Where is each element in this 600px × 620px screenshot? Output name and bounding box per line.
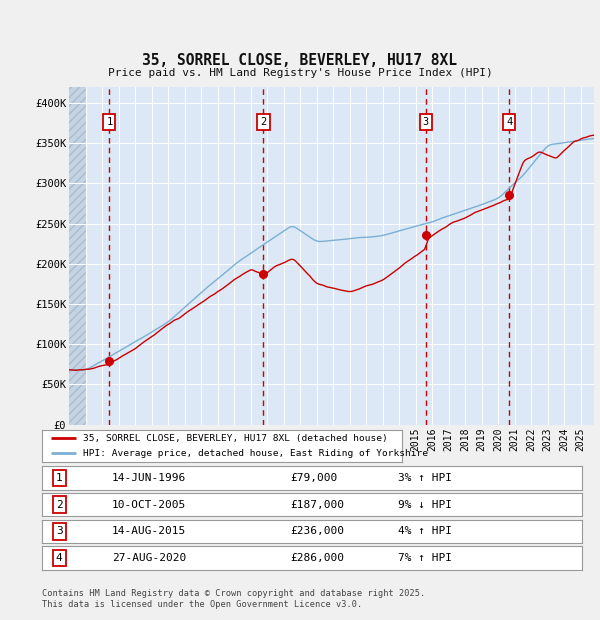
- Text: 3: 3: [423, 117, 429, 127]
- Text: 3% ↑ HPI: 3% ↑ HPI: [398, 473, 452, 483]
- Text: HPI: Average price, detached house, East Riding of Yorkshire: HPI: Average price, detached house, East…: [83, 449, 428, 458]
- Text: 1: 1: [106, 117, 113, 127]
- Text: 35, SORREL CLOSE, BEVERLEY, HU17 8XL (detached house): 35, SORREL CLOSE, BEVERLEY, HU17 8XL (de…: [83, 434, 388, 443]
- Text: 27-AUG-2020: 27-AUG-2020: [112, 553, 187, 563]
- Text: 1: 1: [56, 473, 62, 483]
- Text: 14-AUG-2015: 14-AUG-2015: [112, 526, 187, 536]
- Text: 4: 4: [56, 553, 62, 563]
- Text: £236,000: £236,000: [290, 526, 344, 536]
- Text: 2: 2: [56, 500, 62, 510]
- Text: £79,000: £79,000: [290, 473, 338, 483]
- Text: £187,000: £187,000: [290, 500, 344, 510]
- Text: £286,000: £286,000: [290, 553, 344, 563]
- Text: Contains HM Land Registry data © Crown copyright and database right 2025.
This d: Contains HM Land Registry data © Crown c…: [42, 590, 425, 609]
- Bar: [69, 87, 86, 425]
- Text: 10-OCT-2005: 10-OCT-2005: [112, 500, 187, 510]
- Text: Price paid vs. HM Land Registry's House Price Index (HPI): Price paid vs. HM Land Registry's House …: [107, 68, 493, 78]
- Text: 4% ↑ HPI: 4% ↑ HPI: [398, 526, 452, 536]
- Text: 3: 3: [56, 526, 62, 536]
- Text: 4: 4: [506, 117, 512, 127]
- Text: 14-JUN-1996: 14-JUN-1996: [112, 473, 187, 483]
- Text: 2: 2: [260, 117, 266, 127]
- Text: 9% ↓ HPI: 9% ↓ HPI: [398, 500, 452, 510]
- Text: 35, SORREL CLOSE, BEVERLEY, HU17 8XL: 35, SORREL CLOSE, BEVERLEY, HU17 8XL: [143, 53, 458, 68]
- Text: 7% ↑ HPI: 7% ↑ HPI: [398, 553, 452, 563]
